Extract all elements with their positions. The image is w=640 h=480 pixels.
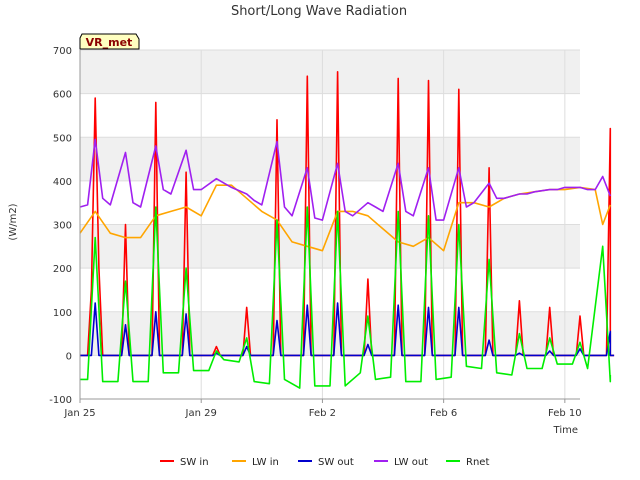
plot-band bbox=[80, 137, 580, 181]
badge-box bbox=[79, 33, 140, 50]
y-tick-label: 0 bbox=[66, 351, 72, 362]
y-tick-label: -100 bbox=[49, 395, 72, 406]
legend-label-sw-in: SW in bbox=[180, 457, 209, 468]
x-tick-label: Jan 25 bbox=[63, 408, 95, 419]
plot-band bbox=[80, 50, 580, 94]
legend-label-lw-out: LW out bbox=[394, 457, 428, 468]
legend-label-rnet: Rnet bbox=[466, 457, 489, 468]
series-line-rnet bbox=[80, 206, 612, 389]
y-axis-label: (W/m2) bbox=[8, 203, 19, 240]
y-tick-label: 100 bbox=[53, 308, 72, 319]
x-tick-label: Jan 29 bbox=[185, 408, 217, 419]
x-axis-label: Time bbox=[553, 425, 578, 436]
chart-title: Short/Long Wave Radiation bbox=[231, 4, 407, 19]
axes bbox=[79, 50, 580, 400]
legend: SW in LW in SW out LW out Rnet bbox=[160, 457, 489, 468]
badge-label: VR_met bbox=[86, 36, 133, 49]
x-tick-label: Feb 2 bbox=[309, 408, 336, 419]
x-tick-labels: Jan 25 Jan 29 Feb 2 Feb 6 Feb 10 bbox=[63, 399, 582, 419]
y-tick-label: 500 bbox=[53, 133, 72, 144]
x-tick-label: Feb 10 bbox=[548, 408, 582, 419]
y-tick-label: 200 bbox=[53, 264, 72, 275]
y-tick-labels: -100 0 100 200 300 400 500 600 700 bbox=[49, 46, 72, 406]
legend-label-sw-out: SW out bbox=[318, 457, 354, 468]
plot-band bbox=[80, 311, 580, 356]
y-tick-label: 600 bbox=[53, 90, 72, 101]
station-badge: VR_met bbox=[79, 33, 140, 50]
y-tick-label: 400 bbox=[53, 177, 72, 188]
y-tick-label: 300 bbox=[53, 221, 72, 232]
series-line-lw-out bbox=[79, 138, 612, 221]
x-tick-label: Feb 6 bbox=[430, 408, 457, 419]
legend-label-lw-in: LW in bbox=[252, 457, 279, 468]
y-tick-label: 700 bbox=[53, 46, 72, 57]
series-layer bbox=[79, 71, 615, 389]
